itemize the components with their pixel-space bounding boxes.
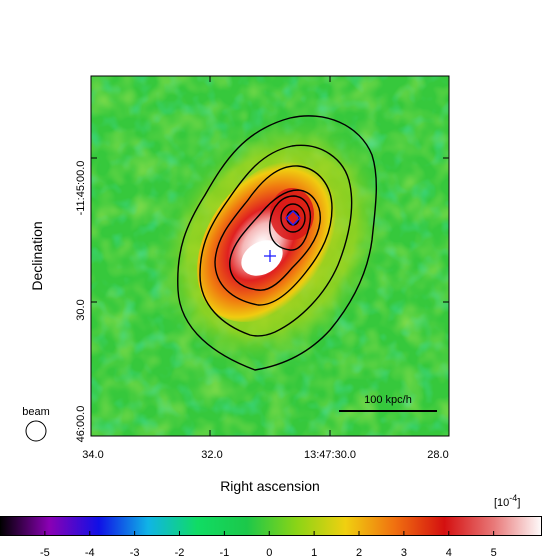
x-tick-label-0: 34.0: [82, 449, 103, 461]
colorbar-tick-label-8: 3: [401, 547, 407, 559]
x-axis-title: Right ascension: [220, 478, 320, 494]
colorbar: -5 -4 -3 -2 -1 0 1 2 3 4 5: [0, 516, 543, 559]
x-tick-label-1: 32.0: [201, 449, 222, 461]
colorbar-gradient: [0, 516, 543, 536]
colorbar-tick-label-9: 4: [446, 547, 452, 559]
beam-circle: [26, 421, 46, 441]
colorbar-tick-label-3: -2: [175, 547, 185, 559]
y-tick-label-1: 30.0: [75, 299, 87, 320]
y-tick-label-0: -11:45:00.0: [75, 161, 87, 216]
colorbar-tick-label-1: -4: [85, 547, 95, 559]
colorbar-tick-label-0: -5: [40, 547, 50, 559]
beam-label: beam: [22, 406, 50, 418]
colorbar-tick-label-5: 0: [266, 547, 272, 559]
colorbar-tick-label-6: 1: [311, 547, 317, 559]
y-tick-label-2: 46:00.0: [75, 406, 87, 443]
y-axis-title: Declination: [29, 221, 45, 290]
x-tick-label-3: 28.0: [427, 449, 448, 461]
colorbar-multiplier: [10-4]: [494, 493, 520, 509]
colorbar-tick-label-2: -3: [130, 547, 140, 559]
x-tick-label-2: 13:47:30.0: [304, 449, 356, 461]
map-image: [91, 64, 449, 436]
colorbar-tick-label-7: 2: [356, 547, 362, 559]
scale-bar-label: 100 kpc/h: [364, 394, 412, 406]
colorbar-tick-label-10: 5: [491, 547, 497, 559]
colorbar-tick-label-4: -1: [219, 547, 229, 559]
